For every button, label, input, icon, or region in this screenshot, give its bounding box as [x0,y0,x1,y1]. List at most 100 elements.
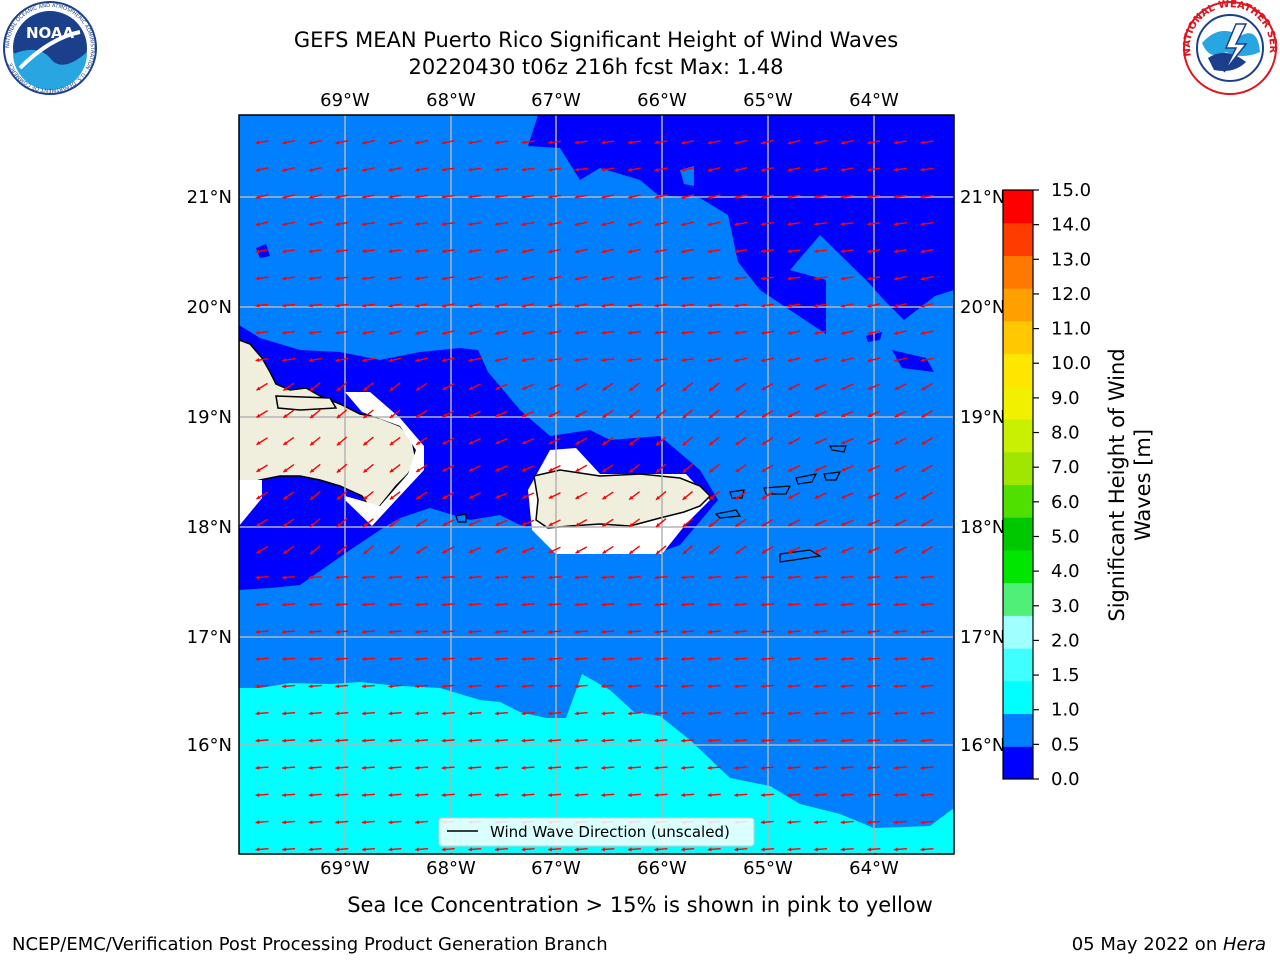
colorbar-band [1003,386,1033,420]
wind-wave-arrow [494,140,508,145]
wind-wave-arrow [361,303,375,308]
wind-wave-arrow [893,330,907,336]
wind-wave-arrow [760,602,774,607]
wind-wave-arrow [389,463,401,473]
wind-wave-arrow [574,275,588,281]
wind-wave-arrow [388,738,402,743]
wind-wave-arrow [682,382,694,392]
wind-wave-arrow [468,357,482,363]
nws-logo: NATIONAL WEATHER SERVICE [1182,0,1278,95]
wind-wave-arrow [893,793,907,798]
wind-wave-arrow [894,383,907,391]
wind-wave-arrow [468,519,481,527]
wind-wave-arrow [521,492,535,499]
wind-wave-arrow [787,330,801,335]
wind-wave-arrow [415,765,429,770]
wind-wave-arrow [734,684,748,689]
wind-wave-arrow [335,221,349,227]
wind-wave-arrow [761,382,774,391]
wind-wave-arrow [441,684,455,689]
wind-wave-arrow [814,357,828,363]
wind-wave-arrow [601,793,615,798]
wind-wave-arrow [627,140,641,145]
wind-wave-arrow [468,383,481,391]
wind-wave-arrow [893,194,907,199]
wind-wave-arrow [655,409,667,419]
wind-wave-arrow [574,765,588,770]
wind-wave-arrow [920,711,934,716]
colorbar-band [1003,451,1033,485]
wind-wave-arrow [627,303,641,308]
wind-wave-arrow [361,602,375,607]
wind-wave-arrow [814,793,828,798]
wind-wave-arrow [840,711,854,716]
wind-wave-arrow [787,303,801,308]
wind-wave-arrow [468,140,482,145]
wind-wave-arrow [468,602,482,607]
wind-wave-arrow [442,383,455,391]
wind-wave-arrow [335,711,349,716]
wind-wave-arrow [760,357,774,363]
wind-wave-arrow [361,249,375,254]
wind-wave-arrow [521,221,535,227]
wind-wave-arrow [282,167,296,172]
wind-wave-arrow [867,602,881,607]
wind-wave-arrow [627,330,641,335]
wind-wave-arrow [309,545,321,555]
lon-tick-label: 65°W [743,90,793,111]
wind-wave-arrow [494,629,508,634]
lon-tick-label: 65°W [743,858,793,879]
lat-tick-label: 17°N [960,627,1005,648]
wind-wave-arrow [494,684,508,689]
wind-wave-arrow [548,437,561,445]
wind-wave-arrow [734,276,748,281]
colorbar-band [1003,713,1033,747]
wind-wave-arrow [521,167,535,172]
wind-wave-arrow [388,357,402,363]
wind-wave-arrow [867,465,881,472]
wind-wave-arrow [760,249,774,254]
wind-wave-arrow [893,820,907,825]
wind-wave-arrow [867,357,881,363]
wind-wave-arrow [867,711,881,716]
colorbar-band [1003,288,1033,322]
wind-wave-arrow [309,382,321,392]
wind-wave-arrow [761,491,774,500]
wind-wave-arrow [441,276,455,281]
wind-wave-arrow [628,409,641,419]
wind-wave-arrow [521,793,535,798]
wind-wave-arrow [840,738,854,743]
wind-wave-arrow [548,383,561,391]
wind-wave-arrow [601,684,615,689]
wind-wave-arrow [309,436,321,446]
wind-wave-arrow [521,546,535,554]
wind-wave-arrow [654,167,668,172]
wind-wave-arrow [814,437,827,445]
wind-wave-arrow [548,519,561,527]
wind-wave-arrow [601,330,615,335]
wind-wave-arrow [601,221,615,227]
wind-wave-arrow [734,221,748,227]
wind-wave-arrow [308,793,322,798]
wind-wave-arrow [840,629,854,634]
wind-wave-arrow [335,166,349,172]
wind-wave-arrow [814,167,828,172]
wind-wave-arrow [415,139,429,145]
wind-wave-arrow [255,194,269,200]
wind-wave-arrow [654,276,668,281]
wind-wave-arrow [601,518,614,527]
wind-wave-arrow [521,302,535,308]
wind-wave-arrow [335,249,349,254]
colorbar-band [1003,419,1033,453]
wind-wave-arrow [708,382,720,392]
wind-wave-arrow [282,194,296,200]
wind-wave-arrow [787,847,801,852]
wind-wave-arrow [388,303,402,308]
wind-wave-arrow [707,166,721,172]
noaa-logo-text: NOAA [26,24,75,42]
wind-wave-arrow [415,382,428,391]
wind-wave-arrow [282,409,295,419]
colorbar-band [1003,549,1033,584]
wind-wave-arrow [468,437,481,445]
wind-wave-arrow [548,303,562,308]
